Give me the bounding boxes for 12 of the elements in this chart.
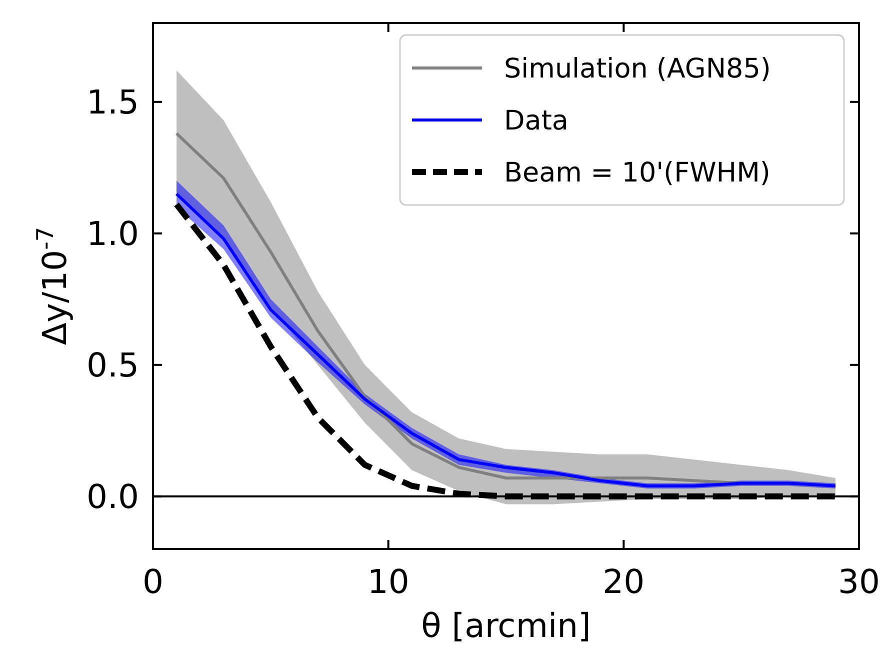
y-tick-label: 0.0 — [86, 476, 139, 516]
x-tick-label: 10 — [367, 562, 410, 601]
legend-label: Beam = 10'(FWHM) — [504, 157, 770, 188]
x-tick-label: 0 — [142, 562, 164, 601]
y-tick-label: 0.5 — [86, 345, 139, 384]
y-tick-label: 1.5 — [86, 82, 139, 122]
legend-label: Simulation (AGN85) — [504, 53, 771, 84]
x-tick-label: 30 — [838, 562, 880, 601]
x-tick-label: 20 — [602, 562, 645, 601]
legend-label: Data — [504, 105, 568, 136]
y-tick-label: 1.0 — [86, 214, 139, 253]
x-axis-title: θ [arcmin] — [421, 606, 591, 645]
